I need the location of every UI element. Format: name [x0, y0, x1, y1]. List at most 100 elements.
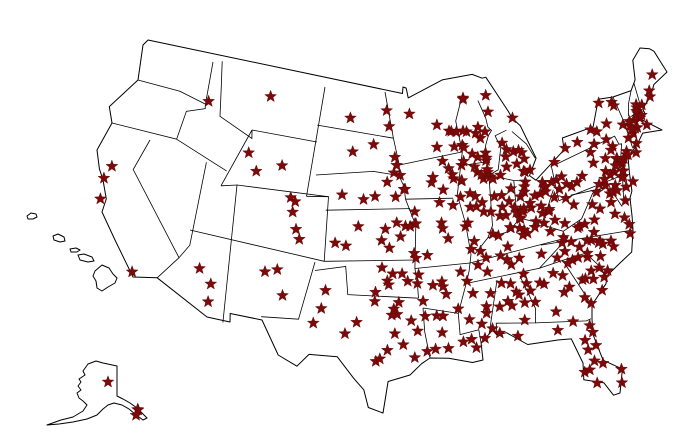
marker-star[interactable]: [501, 239, 515, 253]
marker-star[interactable]: [436, 154, 449, 167]
marker-star[interactable]: [409, 217, 423, 230]
marker-star[interactable]: [533, 276, 547, 289]
marker-star[interactable]: [524, 201, 538, 214]
marker-star[interactable]: [505, 298, 519, 312]
marker-star[interactable]: [470, 340, 483, 354]
marker-star[interactable]: [480, 306, 494, 319]
marker-star[interactable]: [242, 146, 256, 159]
marker-star[interactable]: [357, 192, 370, 205]
marker-star[interactable]: [368, 294, 382, 307]
marker-star[interactable]: [386, 267, 400, 280]
marker-star[interactable]: [597, 270, 611, 283]
marker-star[interactable]: [561, 256, 575, 269]
marker-star[interactable]: [97, 171, 111, 184]
marker-star[interactable]: [351, 219, 365, 232]
marker-star[interactable]: [457, 140, 471, 154]
marker-star[interactable]: [429, 342, 443, 355]
marker-star[interactable]: [393, 168, 407, 181]
marker-star[interactable]: [289, 222, 303, 235]
marker-star[interactable]: [570, 135, 584, 148]
marker-star[interactable]: [493, 300, 507, 313]
marker-star[interactable]: [516, 204, 530, 217]
marker-star[interactable]: [542, 202, 556, 215]
marker-star[interactable]: [456, 92, 470, 105]
marker-star[interactable]: [618, 193, 632, 207]
marker-star[interactable]: [559, 191, 573, 204]
marker-star[interactable]: [544, 224, 557, 237]
marker-star[interactable]: [430, 140, 444, 153]
marker-star[interactable]: [587, 225, 601, 238]
marker-star[interactable]: [469, 199, 483, 213]
marker-star[interactable]: [495, 276, 508, 289]
marker-star[interactable]: [286, 205, 300, 218]
marker-star[interactable]: [202, 94, 216, 107]
marker-star[interactable]: [548, 213, 562, 226]
marker-star[interactable]: [387, 302, 401, 315]
marker-star[interactable]: [446, 198, 460, 211]
marker-star[interactable]: [598, 151, 612, 164]
marker-star[interactable]: [335, 188, 349, 201]
marker-star[interactable]: [387, 166, 401, 179]
marker-star[interactable]: [479, 88, 493, 101]
marker-star[interactable]: [518, 165, 532, 178]
marker-star[interactable]: [590, 376, 604, 389]
marker-star[interactable]: [420, 344, 434, 357]
marker-star[interactable]: [586, 325, 600, 338]
marker-star[interactable]: [129, 408, 143, 421]
marker-star[interactable]: [494, 248, 508, 262]
marker-star[interactable]: [350, 315, 364, 328]
marker-star[interactable]: [560, 177, 573, 190]
marker-star[interactable]: [625, 122, 639, 136]
marker-star[interactable]: [517, 185, 531, 198]
marker-star[interactable]: [517, 267, 530, 280]
marker-star[interactable]: [596, 356, 610, 369]
marker-star[interactable]: [486, 321, 499, 335]
marker-star[interactable]: [382, 278, 396, 291]
marker-star[interactable]: [562, 280, 576, 293]
marker-star[interactable]: [545, 175, 558, 188]
marker-star[interactable]: [319, 283, 332, 296]
marker-star[interactable]: [404, 313, 418, 327]
marker-star[interactable]: [558, 216, 572, 229]
marker-star[interactable]: [555, 169, 569, 183]
marker-star[interactable]: [626, 174, 640, 188]
marker-star[interactable]: [520, 276, 534, 289]
marker-star[interactable]: [512, 288, 526, 301]
marker-star[interactable]: [433, 195, 446, 208]
marker-star[interactable]: [258, 264, 272, 278]
marker-star[interactable]: [380, 343, 394, 356]
marker-star[interactable]: [456, 335, 470, 348]
marker-star[interactable]: [518, 313, 532, 326]
marker-star[interactable]: [604, 143, 618, 156]
marker-star[interactable]: [621, 148, 635, 161]
marker-star[interactable]: [460, 274, 474, 287]
marker-star[interactable]: [382, 241, 396, 254]
marker-star[interactable]: [204, 277, 218, 290]
marker-star[interactable]: [584, 145, 597, 158]
marker-star[interactable]: [481, 105, 495, 118]
marker-star[interactable]: [418, 309, 432, 322]
marker-star[interactable]: [461, 216, 475, 229]
marker-star[interactable]: [101, 375, 115, 388]
marker-star[interactable]: [314, 301, 328, 314]
marker-star[interactable]: [484, 286, 498, 299]
marker-star[interactable]: [426, 278, 440, 291]
marker-star[interactable]: [512, 143, 525, 156]
marker-star[interactable]: [610, 151, 624, 164]
marker-star[interactable]: [573, 240, 586, 253]
marker-star[interactable]: [467, 234, 481, 247]
marker-star[interactable]: [125, 265, 139, 278]
marker-star[interactable]: [529, 214, 543, 227]
marker-star[interactable]: [622, 217, 636, 230]
marker-star[interactable]: [640, 118, 654, 131]
marker-star[interactable]: [558, 141, 572, 154]
marker-star[interactable]: [590, 185, 603, 198]
marker-star[interactable]: [517, 152, 531, 165]
marker-star[interactable]: [587, 137, 601, 150]
marker-star[interactable]: [93, 192, 107, 205]
marker-star[interactable]: [642, 84, 656, 97]
marker-star[interactable]: [408, 204, 422, 218]
marker-star[interactable]: [587, 213, 601, 226]
marker-star[interactable]: [105, 159, 119, 172]
marker-star[interactable]: [581, 250, 594, 263]
